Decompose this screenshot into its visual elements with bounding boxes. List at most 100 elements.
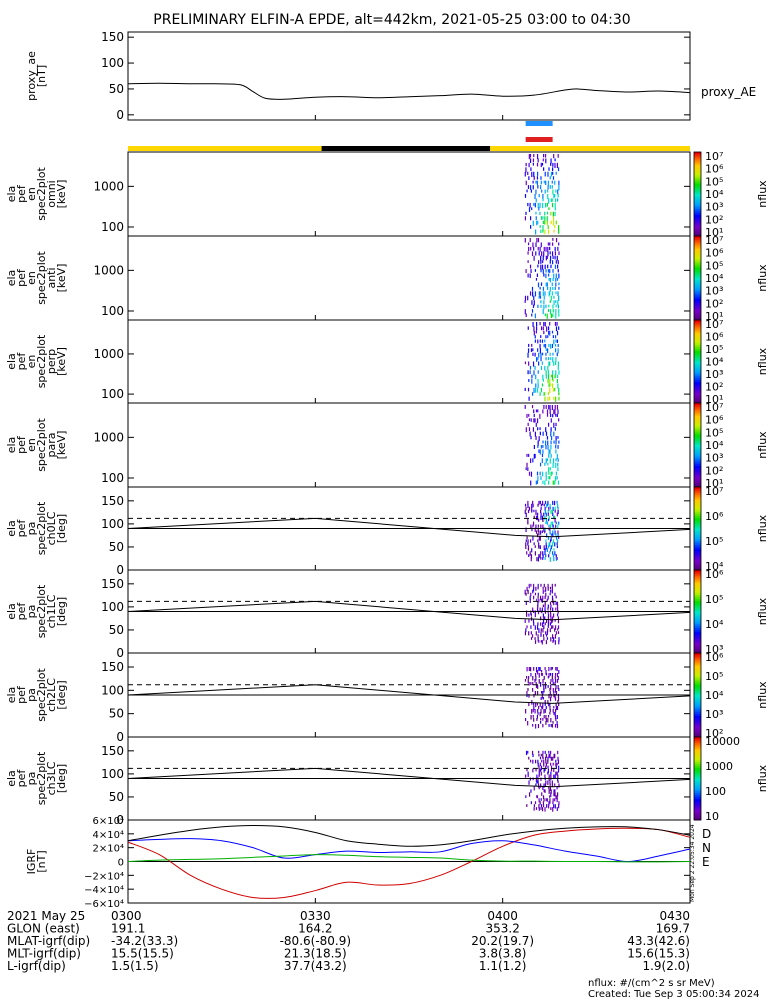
heatmap-cell — [528, 162, 530, 168]
colorbar-step — [694, 168, 701, 172]
heatmap-cell — [551, 676, 553, 680]
colorbar-tick-label: 10⁴ — [705, 618, 724, 631]
colorbar-tick-label: 10² — [705, 464, 723, 477]
panel-pa_ch0: elapefpaspec2plotch0LC[deg]15010050010⁷1… — [5, 485, 769, 577]
heatmap-cell — [555, 300, 557, 303]
heatmap-cell — [544, 807, 546, 812]
heatmap-cell — [545, 521, 547, 525]
colorbar-step — [694, 690, 701, 694]
heatmap-cell — [557, 445, 559, 449]
heatmap-cell — [536, 795, 539, 799]
colorbar-tick-label: 10¹ — [705, 477, 723, 490]
colorbar-tick-label: 10³ — [705, 643, 723, 656]
ytick-label: 1000 — [93, 347, 124, 361]
heatmap-cell — [547, 607, 549, 610]
heatmap-cell — [541, 162, 544, 166]
heatmap-cell — [542, 326, 544, 331]
heatmap-cell — [550, 383, 552, 387]
colorbar-tick-label: 10³ — [705, 708, 723, 721]
heatmap-cell — [536, 718, 538, 721]
series-label: proxy_AE — [701, 85, 756, 99]
heatmap-cell — [538, 518, 540, 522]
orbit-row-value: 43.3(42.6) — [627, 934, 690, 948]
heatmap-cell — [524, 503, 527, 507]
heatmap-cell — [528, 583, 530, 589]
heatmap-cell — [528, 453, 530, 457]
heatmap-cell — [533, 418, 535, 423]
heatmap-cell — [533, 246, 535, 251]
heatmap-cell — [547, 379, 549, 384]
heatmap-cell — [548, 278, 550, 281]
heatmap-cell — [540, 216, 543, 220]
colorbar-step — [694, 322, 701, 325]
orbit-row-value: -80.6(-80.9) — [280, 934, 351, 948]
colorbar-step — [694, 545, 701, 548]
colorbar-step — [694, 259, 701, 262]
colorbar-step — [694, 334, 701, 338]
ylabel-line: [deg] — [55, 764, 68, 793]
heatmap-cell — [546, 413, 549, 417]
colorbar-step — [694, 152, 701, 155]
heatmap-cell — [524, 361, 527, 365]
heatmap-cell — [556, 413, 558, 418]
colorbar-step — [694, 628, 701, 631]
heatmap-cell — [555, 691, 558, 695]
heatmap-cell — [545, 780, 547, 785]
heatmap-cell — [555, 557, 557, 561]
orbit-segment-1 — [321, 146, 491, 151]
heatmap-cell — [556, 604, 559, 609]
colorbar-step — [694, 692, 701, 696]
heatmap-cell — [545, 405, 547, 409]
heatmap-cell — [551, 542, 554, 547]
heatmap-cell — [526, 586, 528, 592]
colorbar-step — [694, 793, 701, 796]
heatmap-cell — [557, 365, 559, 370]
heatmap-cell — [540, 445, 543, 449]
heatmap-cell — [548, 476, 550, 480]
heatmap-cell — [530, 610, 532, 615]
heatmap-cell — [533, 583, 535, 589]
colorbar-step — [694, 407, 701, 410]
heatmap-cell — [550, 431, 552, 437]
heatmap-cell — [556, 379, 559, 383]
heatmap-cell — [557, 509, 559, 515]
orbit-row-value: 191.1 — [111, 922, 145, 936]
heatmap-cell — [543, 343, 545, 348]
heatmap-cell — [548, 786, 550, 790]
heatmap-cell — [532, 242, 534, 248]
heatmap-cell — [537, 777, 539, 781]
heatmap-cell — [552, 278, 554, 282]
heatmap-cell — [557, 506, 559, 510]
heatmap-cell — [543, 330, 545, 335]
heatmap-cell — [533, 786, 535, 791]
heatmap-cell — [548, 777, 550, 781]
ylabel-line: proxy_ae — [25, 51, 38, 101]
heatmap-cell — [547, 545, 550, 549]
heatmap-cell — [550, 679, 552, 683]
heatmap-cell — [556, 162, 558, 169]
heatmap-cell — [543, 246, 545, 252]
colorbar-step — [694, 181, 701, 184]
colorbar-step — [694, 217, 701, 220]
heatmap-cell — [549, 783, 551, 786]
heatmap-cell — [552, 335, 554, 339]
heatmap-cell — [550, 158, 552, 164]
heatmap-cell — [527, 370, 529, 375]
colorbar-label: nflux — [756, 347, 769, 375]
heatmap-cell — [553, 273, 555, 279]
heatmap-cell — [547, 229, 550, 234]
heatmap-cell — [533, 255, 535, 261]
heatmap-cell — [554, 405, 556, 410]
panel-frame — [127, 31, 691, 121]
panel-pa_ch3: elapefpaspec2plotch3LC[deg]1501005001000… — [5, 735, 769, 827]
heatmap-cell — [545, 586, 547, 592]
heatmap-cell — [535, 189, 537, 195]
orbit-row-value: 21.3(18.5) — [284, 947, 347, 961]
heatmap-cell — [548, 167, 550, 171]
heatmap-cell — [554, 676, 556, 680]
heatmap-cell — [542, 431, 544, 436]
heatmap-cell — [544, 154, 547, 158]
heatmap-cell — [549, 691, 551, 695]
